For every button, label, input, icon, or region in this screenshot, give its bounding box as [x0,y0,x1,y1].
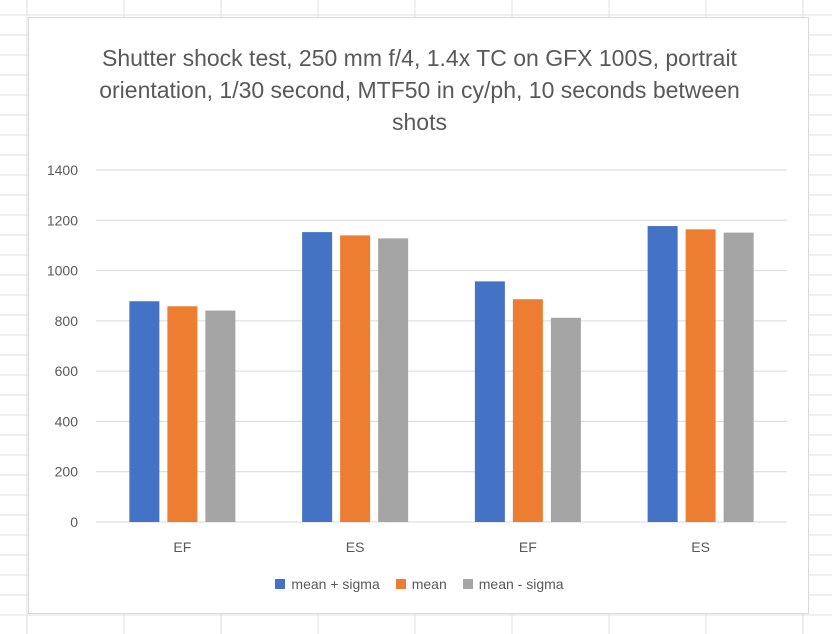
legend-swatch-mean-minus-sigma [462,579,473,589]
gridlines [96,169,787,523]
y-tick-label: 1000 [47,263,78,279]
chart-area[interactable]: Shutter shock test, 250 mm f/4, 1.4x TC … [28,17,809,614]
legend: mean + sigma mean mean - sigma [29,576,810,592]
bar-mean-plus-sigma-es[interactable] [647,226,678,522]
x-axis-tick-labels: EF ES EF ES [173,539,710,555]
x-tick-label: EF [173,539,191,555]
bar-mean-plus-sigma-es[interactable] [302,232,333,523]
y-tick-label: 1200 [47,212,78,228]
y-tick-label: 200 [55,464,79,480]
x-tick-label: ES [691,539,710,555]
bar-mean-es[interactable] [685,229,716,522]
legend-item-mean-plus-sigma: mean + sigma [275,576,380,592]
chart-title: Shutter shock test, 250 mm f/4, 1.4x TC … [99,45,740,135]
y-tick-label: 0 [70,514,78,530]
legend-item-mean-minus-sigma: mean - sigma [462,576,564,592]
y-tick-label: 400 [55,413,79,429]
x-tick-label: EF [519,539,537,555]
bar-mean-es[interactable] [340,235,371,522]
bar-mean-ef[interactable] [512,299,543,522]
bar-mean-minus-sigma-ef[interactable] [550,317,581,522]
legend-swatch-mean-plus-sigma [275,579,286,589]
x-tick-label: ES [346,539,365,555]
legend-swatch-mean [395,579,406,589]
bar-mean-plus-sigma-ef[interactable] [129,301,160,522]
y-tick-label: 1400 [47,162,78,178]
y-tick-label: 600 [55,363,79,379]
bar-mean-ef[interactable] [167,306,198,522]
bar-mean-minus-sigma-ef[interactable] [205,310,236,522]
y-tick-label: 800 [55,313,79,329]
bars [129,226,754,523]
legend-item-mean: mean [395,576,447,592]
bar-mean-minus-sigma-es[interactable] [723,232,754,522]
legend-label-mean-minus-sigma: mean - sigma [478,576,564,592]
legend-label-mean-plus-sigma: mean + sigma [291,576,380,592]
legend-label-mean: mean [411,576,447,592]
bar-mean-plus-sigma-ef[interactable] [474,281,505,522]
plot-area: 0 200 400 600 800 1000 1200 1400 EF ES EF ES [47,162,787,555]
bar-mean-minus-sigma-es[interactable] [378,238,409,523]
y-axis-tick-labels: 0 200 400 600 800 1000 1200 1400 [47,162,78,530]
